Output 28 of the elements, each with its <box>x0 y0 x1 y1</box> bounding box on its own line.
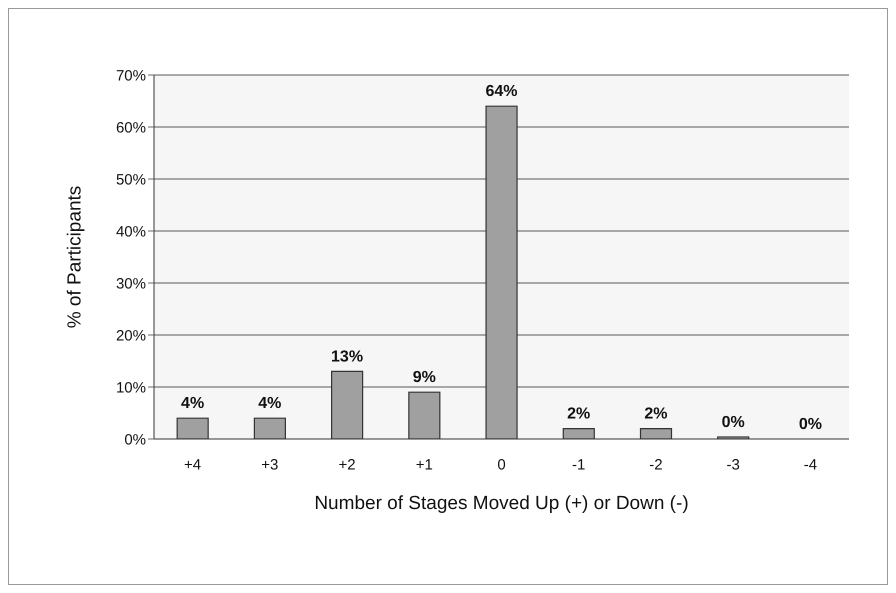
y-tick-label: 0% <box>124 431 146 448</box>
data-label: 4% <box>181 395 204 412</box>
data-label: 0% <box>722 414 745 431</box>
y-tick-label: 40% <box>116 223 146 240</box>
x-tick-label: +2 <box>338 456 356 474</box>
data-label: 4% <box>258 395 282 412</box>
y-tick-label: 10% <box>116 379 146 396</box>
x-tick-label: -3 <box>726 456 740 474</box>
y-tick-label: 60% <box>116 119 146 136</box>
x-tick-label: +1 <box>416 456 433 474</box>
y-axis-title: % of Participants <box>64 186 86 328</box>
x-tick-label: +4 <box>184 456 202 474</box>
data-label: 0% <box>798 416 822 433</box>
data-label: 13% <box>331 348 364 366</box>
x-tick-label: -4 <box>804 456 818 474</box>
y-tick-label: 70% <box>116 67 146 84</box>
y-tick-label: 50% <box>116 171 146 188</box>
x-axis-title: Number of Stages Moved Up (+) or Down (-) <box>314 493 689 514</box>
x-tick-label: -1 <box>572 456 586 474</box>
data-label: 2% <box>567 406 590 423</box>
data-label: 64% <box>485 83 518 100</box>
y-tick-label: 30% <box>116 275 146 292</box>
y-tick-label: 20% <box>116 327 146 344</box>
data-label: 2% <box>644 406 668 423</box>
x-tick-label: +3 <box>261 456 278 474</box>
x-tick-label: 0 <box>497 456 506 474</box>
x-tick-label: -2 <box>649 456 663 474</box>
data-label: 9% <box>412 369 436 386</box>
